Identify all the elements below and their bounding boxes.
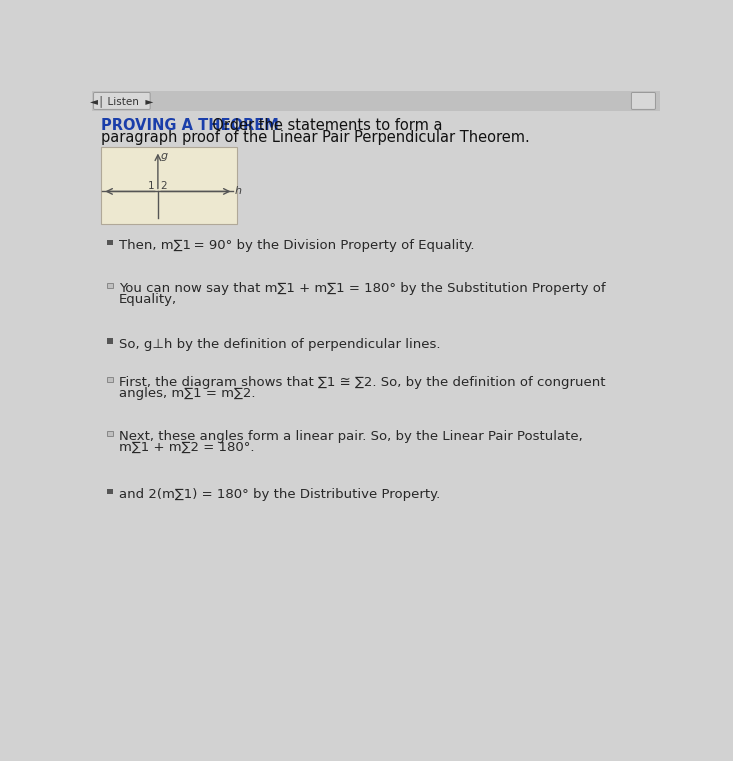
Text: m∑1 + m∑2 = 180°.: m∑1 + m∑2 = 180°.: [119, 441, 254, 454]
Bar: [107, 377, 113, 382]
Text: paragraph proof of the Linear Pair Perpendicular Theorem.: paragraph proof of the Linear Pair Perpe…: [101, 130, 530, 145]
Text: Order the statements to form a: Order the statements to form a: [203, 118, 443, 133]
FancyBboxPatch shape: [94, 93, 150, 110]
Text: First, the diagram shows that ∑1 ≅ ∑2. So, by the definition of congruent: First, the diagram shows that ∑1 ≅ ∑2. S…: [119, 376, 605, 389]
Text: g: g: [161, 151, 167, 161]
Bar: [107, 489, 113, 494]
Text: ◄│ Listen  ►: ◄│ Listen ►: [90, 95, 153, 107]
Text: So, g⊥h by the definition of perpendicular lines.: So, g⊥h by the definition of perpendicul…: [119, 338, 441, 351]
Bar: [101, 147, 237, 224]
Text: angles, m∑1 = m∑2.: angles, m∑1 = m∑2.: [119, 387, 255, 400]
Bar: [107, 283, 113, 288]
Bar: [92, 91, 660, 111]
Text: Next, these angles form a linear pair. So, by the Linear Pair Postulate,: Next, these angles form a linear pair. S…: [119, 430, 583, 443]
Text: Equality,: Equality,: [119, 293, 177, 306]
Text: and 2(m∑1) = 180° by the Distributive Property.: and 2(m∑1) = 180° by the Distributive Pr…: [119, 488, 440, 501]
Text: Then, m∑1 = 90° by the Division Property of Equality.: Then, m∑1 = 90° by the Division Property…: [119, 239, 474, 252]
Text: You can now say that m∑1 + m∑1 = 180° by the Substitution Property of: You can now say that m∑1 + m∑1 = 180° by…: [119, 282, 605, 295]
Text: h: h: [235, 186, 241, 196]
Text: 2: 2: [161, 180, 167, 191]
Text: 1: 1: [148, 180, 155, 191]
Bar: [107, 240, 113, 245]
Text: PROVING A THEOREM: PROVING A THEOREM: [101, 118, 279, 133]
Bar: [107, 431, 113, 436]
Bar: [107, 339, 113, 344]
FancyBboxPatch shape: [631, 93, 655, 110]
